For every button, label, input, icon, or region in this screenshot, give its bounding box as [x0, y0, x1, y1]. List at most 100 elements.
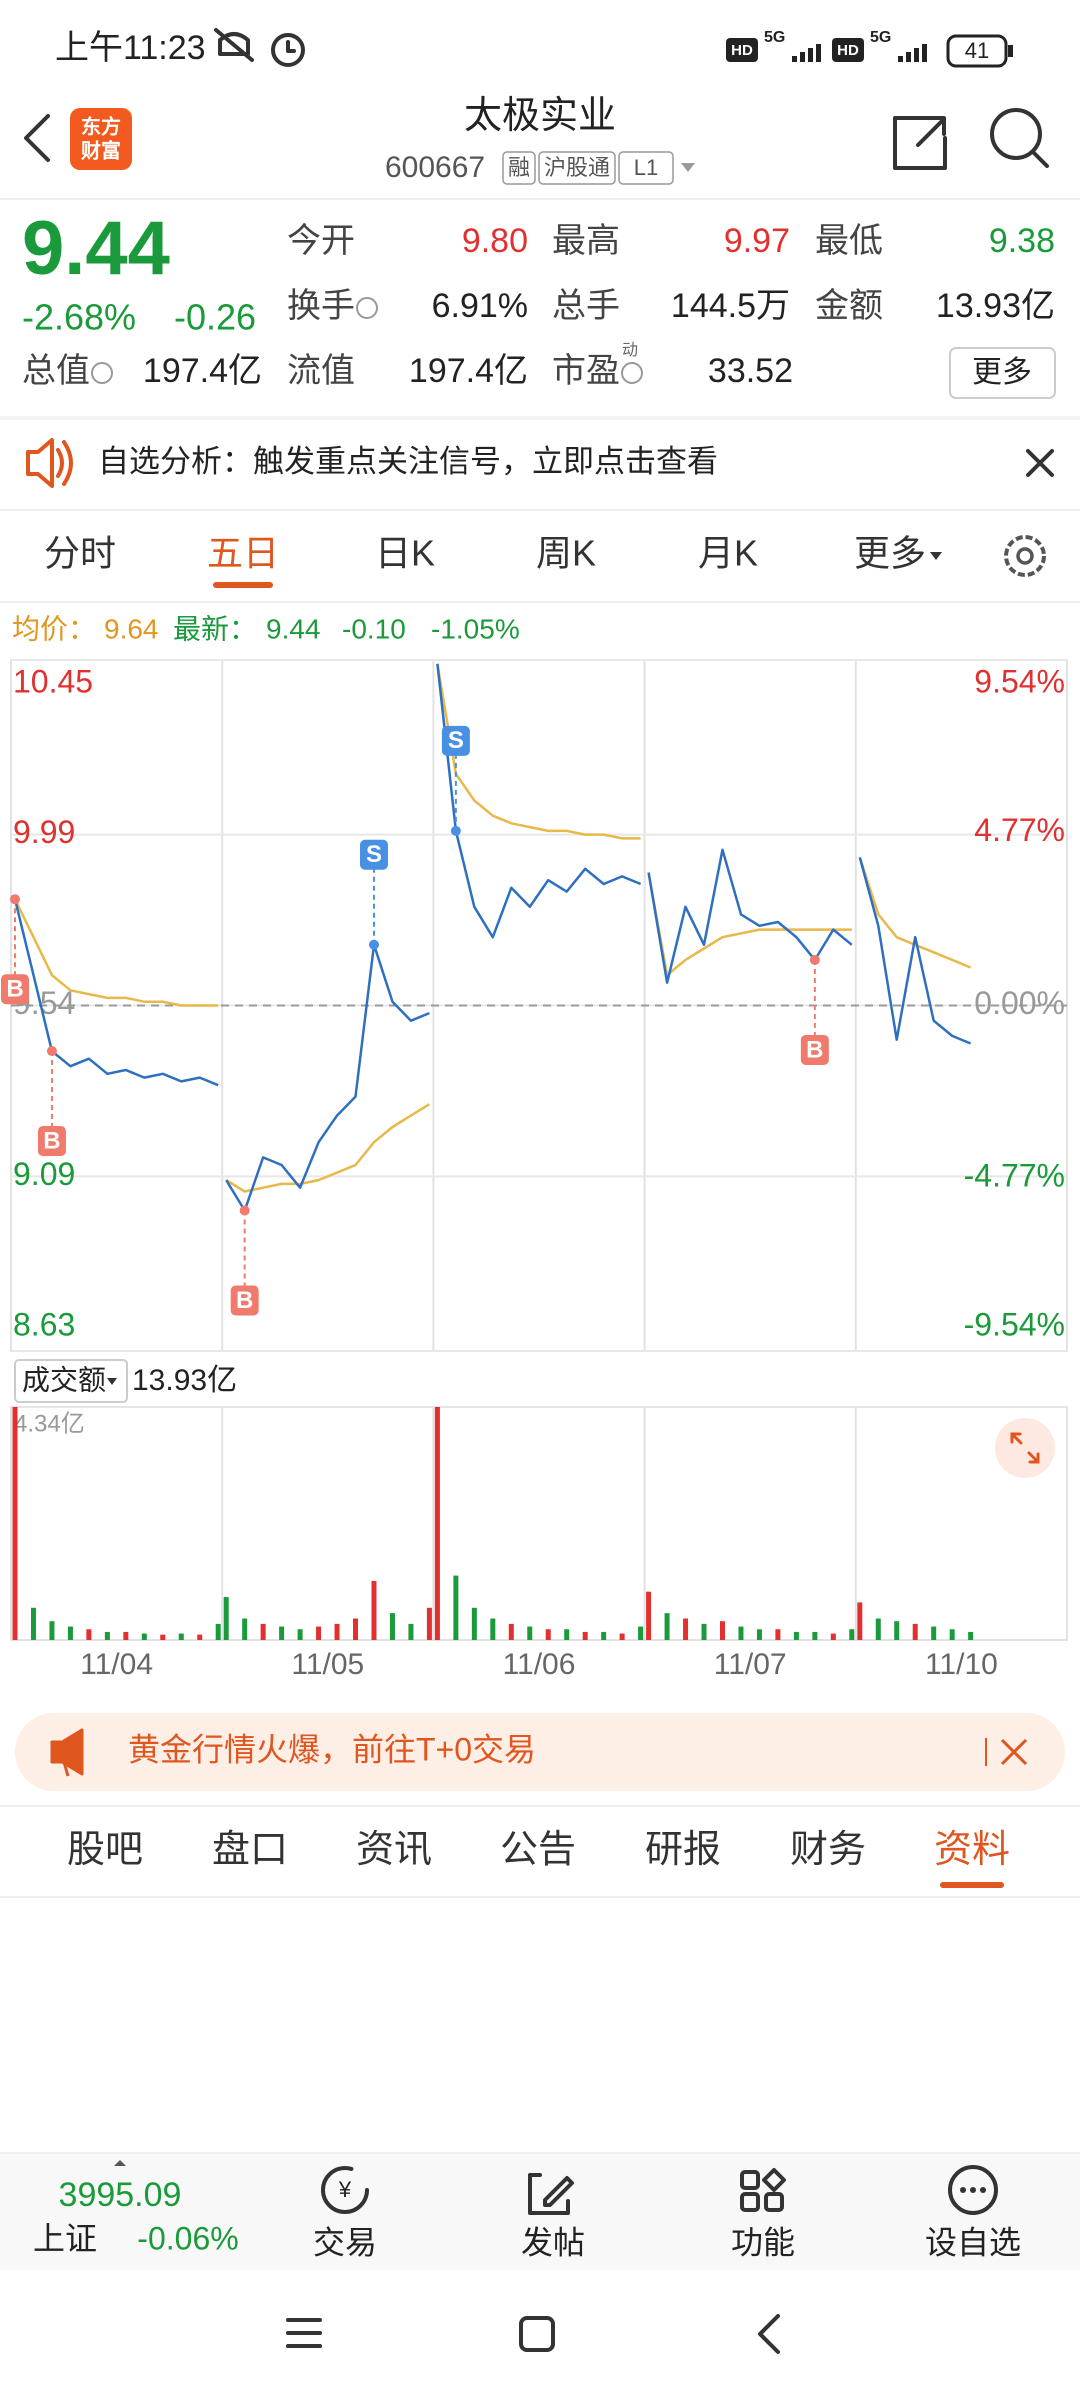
volume-bar — [875, 1618, 881, 1640]
avg-line — [436, 663, 641, 840]
app-logo[interactable] — [70, 108, 132, 170]
more-button-label[interactable]: 更多 — [972, 356, 1032, 389]
index-name[interactable]: 上证 — [33, 2220, 97, 2256]
field-value: 9.97 — [724, 222, 790, 260]
volume-bar — [334, 1623, 340, 1640]
banner-close[interactable] — [1000, 1738, 1028, 1766]
signal-point — [46, 1046, 57, 1057]
y2-tick-label: 0.00% — [974, 985, 1065, 1021]
index-change[interactable]: -0.06% — [137, 2220, 238, 2256]
volume-bar — [408, 1623, 414, 1640]
toolbar-icons: ¥ — [321, 2165, 998, 2215]
notice-close[interactable] — [1026, 449, 1054, 477]
volume-bar — [812, 1631, 818, 1640]
volume-bar — [123, 1631, 129, 1640]
volume-bar — [738, 1626, 744, 1640]
promo-banner[interactable] — [15, 1713, 1065, 1791]
network-label: HD — [731, 42, 753, 59]
field-value: 13.93亿 — [936, 287, 1055, 325]
index-value[interactable]: 3995.09 — [59, 2176, 182, 2214]
toolbar-label[interactable]: 设自选 — [925, 2224, 1021, 2260]
section-tab[interactable]: 资讯 — [356, 1829, 432, 1871]
volume-selector[interactable] — [14, 1359, 128, 1403]
field-label: 总值 — [22, 352, 90, 390]
volume-bar — [527, 1626, 533, 1640]
tag: 沪股通 — [544, 155, 610, 180]
status-time: 上午11:23 — [55, 29, 206, 67]
volume-bar — [30, 1607, 36, 1640]
x-tick-label: 11/05 — [291, 1648, 364, 1681]
info-icon[interactable] — [621, 362, 643, 384]
period-tab[interactable]: 更多 — [854, 533, 926, 574]
notice-text[interactable]: 自选分析：触发重点关注信号，立即点击查看 — [98, 444, 718, 479]
battery-level: 41 — [965, 38, 989, 63]
svg-text:¥: ¥ — [338, 2177, 352, 2202]
info-icon[interactable] — [356, 297, 378, 319]
x-tick-label: 11/07 — [714, 1648, 787, 1681]
toolbar-label[interactable]: 功能 — [731, 2224, 795, 2260]
volume-bar — [646, 1591, 652, 1640]
signal-label: S — [366, 841, 382, 868]
network-label: HD — [837, 42, 859, 59]
section-tab[interactable]: 公告 — [500, 1829, 576, 1871]
system-nav[interactable] — [286, 2314, 780, 2354]
signal-badge — [441, 725, 470, 756]
more-button[interactable] — [949, 347, 1056, 399]
change-percent: -2.68% — [22, 297, 136, 338]
settings-button[interactable] — [1004, 535, 1046, 577]
volume-bar — [297, 1629, 303, 1640]
volume-bar — [471, 1607, 477, 1640]
volume-bar — [564, 1629, 570, 1640]
section-tab[interactable]: 股吧 — [67, 1829, 143, 1871]
signal-point — [239, 1205, 250, 1216]
header-actions[interactable] — [893, 108, 1049, 170]
price-line — [436, 663, 642, 939]
volume-bar — [223, 1597, 229, 1640]
field-value: 9.38 — [989, 222, 1055, 260]
period-tab[interactable]: 周K — [536, 533, 596, 574]
section-tab[interactable]: 财务 — [790, 1829, 866, 1871]
signal-badge — [359, 839, 388, 870]
field-sup: 动 — [622, 341, 638, 359]
dropdown-arrow[interactable] — [681, 163, 695, 172]
toolbar-label[interactable]: 交易 — [313, 2224, 377, 2260]
period-tab[interactable]: 分时 — [44, 533, 116, 574]
tag: L1 — [634, 155, 658, 180]
period-tab[interactable]: 月K — [698, 533, 758, 574]
volume-bar — [67, 1626, 73, 1640]
volume-bar — [508, 1623, 514, 1640]
section-tab[interactable]: 研报 — [645, 1829, 721, 1871]
period-tab[interactable]: 五日 — [207, 533, 279, 574]
status-icons — [214, 28, 1013, 68]
volume-bar — [719, 1621, 725, 1640]
y2-tick-label: 9.54% — [974, 663, 1065, 699]
period-tab[interactable]: 日K — [375, 533, 435, 574]
info-avg-label: 均价： — [12, 613, 96, 644]
info-icon[interactable] — [91, 362, 113, 384]
volume-title[interactable]: 成交额 — [22, 1364, 106, 1395]
banner-text[interactable]: 黄金行情火爆，前往T+0交易 — [128, 1731, 536, 1767]
back-button[interactable] — [24, 114, 50, 162]
volume-bar — [453, 1575, 459, 1640]
volume-bar — [683, 1618, 689, 1640]
signal-point — [450, 825, 461, 836]
section-tab[interactable]: 资料 — [934, 1829, 1010, 1871]
stock-title: 太极实业 — [464, 95, 616, 137]
volume-bar — [242, 1618, 248, 1640]
volume-bar — [849, 1629, 855, 1640]
volume-bar — [86, 1629, 92, 1640]
signal-badge — [230, 1285, 259, 1316]
volume-bar — [638, 1626, 644, 1640]
field-label: 最低 — [815, 222, 883, 260]
tab-underline — [213, 582, 273, 588]
section-tab[interactable]: 盘口 — [212, 1829, 288, 1871]
y2-tick-label: 4.77% — [974, 812, 1065, 848]
dropdown-arrow — [930, 552, 942, 560]
volume-bar — [664, 1613, 670, 1640]
volume-bar — [601, 1631, 607, 1640]
field-label: 市盈 — [552, 352, 620, 390]
toolbar-label[interactable]: 发帖 — [521, 2224, 585, 2260]
expand-button[interactable] — [995, 1418, 1055, 1478]
